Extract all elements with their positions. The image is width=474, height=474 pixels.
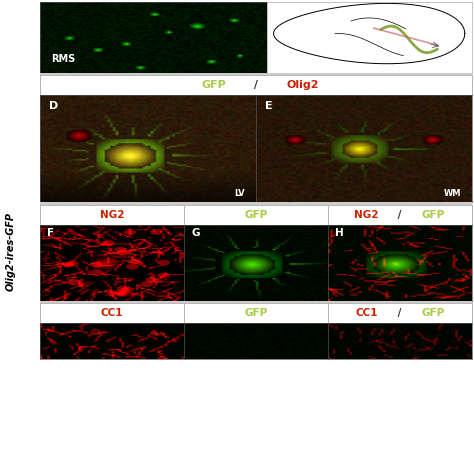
Text: D: D <box>49 100 58 110</box>
Text: LV: LV <box>235 189 245 198</box>
Text: Olig2: Olig2 <box>286 80 319 91</box>
Text: H: H <box>335 228 344 238</box>
Text: GFP: GFP <box>421 308 445 319</box>
Text: F: F <box>47 228 55 238</box>
Text: /: / <box>394 210 405 220</box>
Text: Olig2-ires-GFP: Olig2-ires-GFP <box>5 212 16 291</box>
Text: RMS: RMS <box>52 54 76 64</box>
Text: E: E <box>264 100 272 110</box>
Text: /: / <box>250 80 262 91</box>
Text: CC1: CC1 <box>356 308 378 319</box>
Text: WM: WM <box>443 189 461 198</box>
Text: NG2: NG2 <box>354 210 378 220</box>
Text: G: G <box>191 228 200 238</box>
Text: CC1: CC1 <box>101 308 123 319</box>
Text: NG2: NG2 <box>100 210 125 220</box>
Text: GFP: GFP <box>244 308 268 319</box>
Text: GFP: GFP <box>201 80 226 91</box>
Text: GFP: GFP <box>244 210 268 220</box>
Text: /: / <box>394 308 405 319</box>
Text: GFP: GFP <box>421 210 445 220</box>
